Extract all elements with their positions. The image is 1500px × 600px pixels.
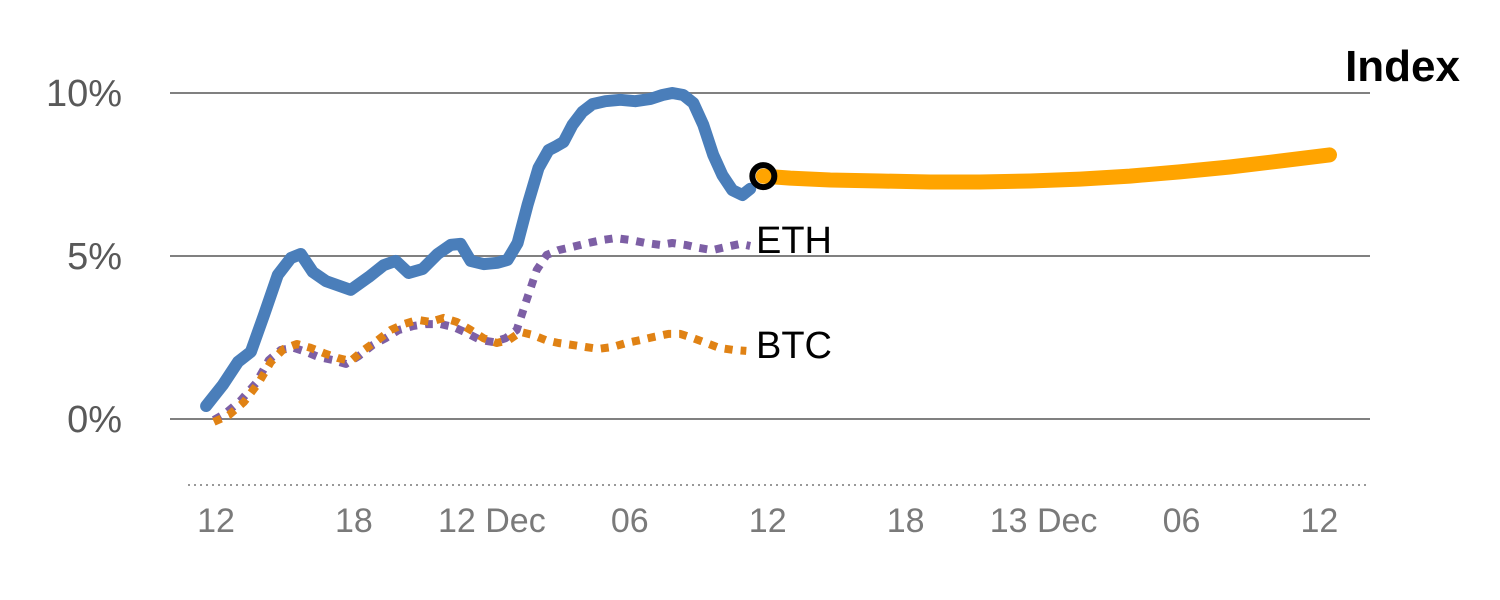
x-tick-label: 18: [335, 502, 373, 540]
eth-series-label: ETH: [756, 220, 832, 262]
x-tick-label: 18: [887, 502, 925, 540]
series-eth-line: [211, 234, 751, 424]
x-tick-label: 12 Dec: [438, 502, 546, 540]
x-tick-label: 06: [611, 502, 649, 540]
btc-series-label: BTC: [756, 325, 832, 367]
x-tick-label: 12: [1301, 502, 1339, 540]
x-tick-label: 12: [197, 502, 235, 540]
index-series-label: Index: [1345, 42, 1460, 91]
series-btc-line: [212, 313, 747, 426]
x-tick-label: 12: [749, 502, 787, 540]
series-index-line: [200, 87, 757, 412]
y-tick-label: 10%: [46, 73, 122, 115]
series-index-projected-line: [755, 147, 1337, 190]
y-tick-label: 5%: [67, 236, 122, 278]
latest-value-marker: [749, 162, 778, 191]
y-tick-label: 0%: [67, 399, 122, 441]
x-tick-label: 06: [1163, 502, 1201, 540]
x-tick-label: 13 Dec: [990, 502, 1098, 540]
